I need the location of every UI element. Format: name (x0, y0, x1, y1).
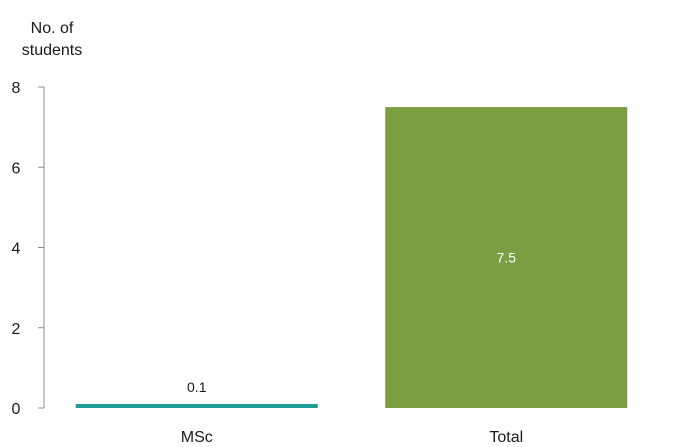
x-category-label-msc: MSc (181, 429, 213, 446)
bar-msc (75, 403, 318, 408)
x-category-label-total: Total (489, 429, 523, 446)
y-axis-label-line-1: No. of (30, 20, 74, 37)
data-label-msc: 0.1 (187, 379, 207, 395)
data-label-total: 7.5 (497, 250, 517, 266)
y-tick-label: 0 (12, 401, 21, 418)
y-tick-label: 8 (12, 80, 21, 97)
y-tick-label: 4 (12, 241, 21, 258)
y-tick-label: 6 (12, 160, 21, 177)
bar-total (385, 107, 628, 408)
y-axis-label-line-2: students (21, 42, 83, 59)
y-tick-label: 2 (12, 321, 21, 338)
